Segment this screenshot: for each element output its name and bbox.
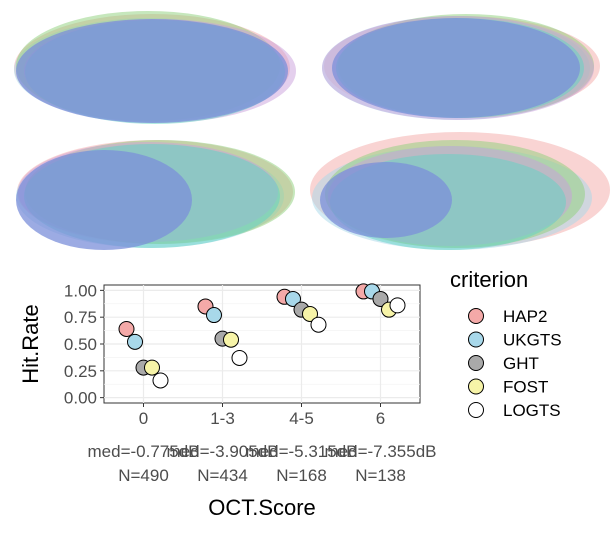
point-fost-2 <box>302 305 318 322</box>
x-axis-title: OCT.Score <box>208 495 316 520</box>
x-tick-median-label: med=-7.355dB <box>325 442 437 461</box>
venn-set-6 <box>16 19 288 123</box>
venn-panel-1 <box>14 11 296 124</box>
legend-label: LOGTS <box>503 401 561 420</box>
legend: criterion HAP2 UKGTS GHT FOST LOGTS <box>450 267 562 420</box>
legend-item-hap2: HAP2 <box>468 307 547 326</box>
x-axis-ticks: 0 med=-0.775dB N=490 1-3 med=-3.905dB N=434 4-… <box>88 403 437 485</box>
x-tick-count-label: N=434 <box>197 466 248 485</box>
y-tick-label: 0.25 <box>64 362 97 381</box>
legend-label: FOST <box>503 378 548 397</box>
legend-title: criterion <box>450 267 528 292</box>
point-hap2-0 <box>118 320 135 337</box>
venn-panel-2 <box>322 14 600 120</box>
venn-set-6 <box>320 162 452 238</box>
legend-key <box>468 355 484 371</box>
venn-set-6 <box>16 150 192 250</box>
x-tick-median-label: med=-0.775dB <box>88 442 200 461</box>
legend-item-ght: GHT <box>468 354 539 373</box>
venn-panel-4 <box>310 132 610 250</box>
y-tick-label: 0.00 <box>64 389 97 408</box>
x-tick-label: 4-5 <box>289 409 314 428</box>
legend-key <box>468 378 484 395</box>
point-fost-1 <box>223 331 239 348</box>
venn-panels <box>14 11 610 250</box>
point-ght-3 <box>372 290 389 307</box>
y-axis-title: Hit.Rate <box>18 304 43 383</box>
point-logts-0 <box>152 372 169 389</box>
legend-background <box>452 250 612 290</box>
point-logts-3 <box>389 297 406 314</box>
legend-label: GHT <box>503 354 539 373</box>
legend-label: HAP2 <box>503 307 547 326</box>
y-tick-label: 0.75 <box>64 308 97 327</box>
legend-label: UKGTS <box>503 331 562 350</box>
x-tick-label: 0 <box>139 409 148 428</box>
y-tick-label: 0.50 <box>64 335 97 354</box>
point-ukgts-2 <box>285 290 301 307</box>
legend-key <box>468 331 484 348</box>
x-tick-label: 1-3 <box>210 409 235 428</box>
legend-item-logts: LOGTS <box>468 401 561 420</box>
x-tick-count-label: N=168 <box>276 466 327 485</box>
x-tick-label: 6 <box>376 409 385 428</box>
point-ukgts-1 <box>206 307 222 324</box>
venn-set-6 <box>332 18 580 118</box>
venn-panel-3 <box>16 140 295 250</box>
legend-item-fost: FOST <box>468 378 548 397</box>
legend-key <box>468 308 484 324</box>
x-tick-median-label: med=-5.315dB <box>246 442 358 461</box>
scatter-plot: 0.00 0.25 0.50 0.75 1.00 0 med=-0.775dB N=490 1… <box>18 281 437 520</box>
legend-item-ukgts: UKGTS <box>468 331 562 350</box>
x-tick-count-label: N=138 <box>355 466 406 485</box>
point-ukgts-0 <box>127 333 143 350</box>
x-tick-count-label: N=490 <box>118 466 169 485</box>
data-points <box>118 283 406 389</box>
point-logts-1 <box>231 349 248 366</box>
point-fost-0 <box>144 359 160 376</box>
y-tick-label: 1.00 <box>64 281 97 300</box>
y-axis-ticks: 0.00 0.25 0.50 0.75 1.00 <box>64 281 104 408</box>
legend-key <box>468 402 484 418</box>
point-logts-2 <box>310 316 327 333</box>
x-tick-median-label: med=-3.905dB <box>167 442 279 461</box>
